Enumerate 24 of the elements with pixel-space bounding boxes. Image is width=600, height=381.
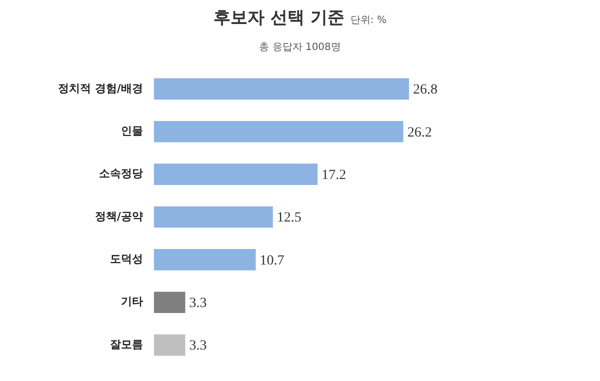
bar <box>154 78 410 100</box>
data-label: 17.2 <box>322 168 346 183</box>
data-label: 3.3 <box>189 338 207 354</box>
bar <box>154 206 273 228</box>
data-label: 12.5 <box>276 210 302 226</box>
bar <box>154 249 256 270</box>
y-tick-label: 도덕성 <box>110 252 143 266</box>
y-tick-label: 기타 <box>120 295 143 308</box>
y-tick-label: 잘모름 <box>110 338 143 351</box>
bar <box>154 334 186 356</box>
bar <box>154 292 186 314</box>
text: 단위: % <box>350 15 386 26</box>
data-label: 3.3 <box>189 296 207 312</box>
data-label: 10.7 <box>260 253 284 268</box>
y-tick-label: 정책/공약 <box>94 210 143 223</box>
bar <box>154 164 318 185</box>
chart-title: 후보자 선택 기준 <box>214 8 344 28</box>
y-tick-label: 인물 <box>120 124 143 138</box>
y-tick-label: 소속정당 <box>98 167 143 180</box>
bar <box>154 120 404 142</box>
data-label: 26.2 <box>407 125 432 140</box>
data-label: 26.8 <box>413 82 438 98</box>
chart-subtitle: 총 응답자 1008명 <box>258 41 342 54</box>
y-tick-label: 정치적 경험/배경 <box>58 82 143 95</box>
